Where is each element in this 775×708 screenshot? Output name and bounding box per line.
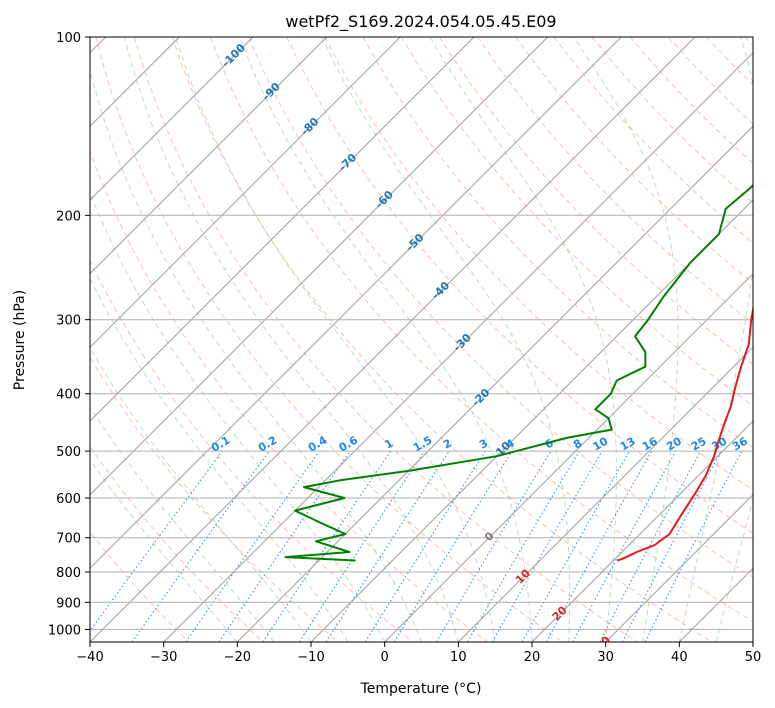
y-tick-label: 900 [56,596,81,611]
x-tick-label: 30 [597,650,614,665]
isotherm-line [90,37,328,275]
moist-adiabat [123,37,459,642]
isotherm-line [236,125,753,642]
y-tick-label: 400 [56,388,81,403]
isotherm-line [90,37,475,422]
mixing-ratio-line [90,450,223,632]
x-tick-label: −20 [224,650,251,665]
moist-adiabat [90,458,238,642]
x-tick-label: −10 [297,650,324,665]
dry-adiabat [90,445,264,642]
dry-adiabat [95,37,563,642]
y-tick-label: 700 [56,532,81,547]
moist-adiabat [239,37,533,642]
dewpoint-profile-line [284,183,753,562]
mixing-ratio-line [262,450,392,642]
y-tick-label: 200 [56,209,81,224]
mixing-ratio-line [545,450,653,642]
mixing-ratio-line [298,450,425,642]
moist-adiabat [175,37,496,642]
moist-adiabat [429,37,617,642]
plot-frame [89,36,754,643]
mixing-ratio-line [185,450,320,642]
isotherm-line [163,51,753,642]
x-tick-label: 50 [745,650,762,665]
y-tick-label: 600 [56,492,81,507]
mixing-ratio-line [644,450,743,642]
isotherm-line [90,37,254,201]
x-axis-label: Temperature (°C) [360,681,482,697]
dry-adiabat [248,37,753,578]
isotherm-line [90,37,622,570]
y-tick-label: 100 [56,31,81,46]
mixing-ratio-line [218,450,351,642]
mixing-ratio-line [393,450,513,642]
y-axis-label: Pressure (hPa) [12,290,28,390]
moist-adiabat [321,37,571,642]
mixing-ratio-line [572,450,677,642]
isotherm-line [605,493,753,642]
isotherm-line [457,346,753,642]
chart-title: wetPf2_S169.2024.054.05.45.E09 [285,12,556,32]
x-tick-label: −30 [150,650,177,665]
y-tick-label: 800 [56,566,81,581]
mixing-ratio-line [325,450,450,642]
isotherm-line [531,420,753,642]
x-tick-label: 20 [524,650,541,665]
isotherm-line [90,37,549,496]
mixing-ratio-line [521,450,630,642]
temperature-profile-line [616,304,753,562]
y-tick-label: 500 [56,445,81,460]
dry-adiabat [400,37,753,407]
isotherm-line [90,37,696,642]
isotherm-line [384,272,753,642]
x-tick-label: 10 [450,650,467,665]
moist-adiabat [90,68,422,642]
dry-adiabat [362,37,753,449]
dry-adiabat [210,37,753,623]
isotherm-label: 30 [593,633,613,653]
dry-adiabat [133,37,638,642]
x-tick-label: −40 [76,650,103,665]
isotherm-line [90,37,401,349]
y-tick-label: 300 [56,314,81,329]
x-tick-label: 40 [671,650,688,665]
isotherm-line [310,199,753,642]
moist-adiabat [90,191,386,642]
dry-adiabat [171,37,712,642]
x-tick-label: 0 [381,650,389,665]
moist-adiabat [90,277,349,642]
y-tick-label: 1000 [48,623,81,638]
dry-adiabat [324,37,753,491]
mixing-ratio-line [131,450,270,642]
